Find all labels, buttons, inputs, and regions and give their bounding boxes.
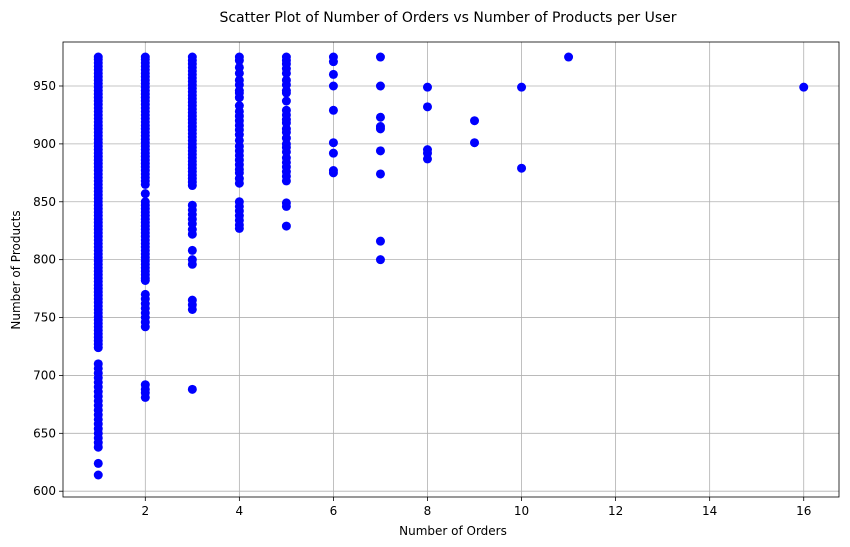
x-tick-label: 4 [236, 504, 244, 518]
data-point [375, 236, 385, 246]
data-point [281, 201, 291, 211]
x-tick-label: 10 [514, 504, 529, 518]
plot-frame [62, 41, 840, 498]
y-tick-label: 650 [33, 426, 56, 440]
data-point [375, 255, 385, 265]
data-point [375, 52, 385, 62]
y-tick-label: 950 [33, 79, 56, 93]
y-tick-label: 800 [33, 253, 56, 267]
data-point [328, 81, 338, 91]
data-point [375, 169, 385, 179]
data-point [281, 96, 291, 106]
data-point [281, 221, 291, 231]
y-tick-label: 900 [33, 137, 56, 151]
data-point [422, 82, 432, 92]
x-tick-label: 6 [330, 504, 338, 518]
data-point [187, 259, 197, 269]
x-tick-label: 12 [608, 504, 623, 518]
data-point [375, 81, 385, 91]
data-point [517, 82, 527, 92]
chart-title: Scatter Plot of Number of Orders vs Numb… [219, 10, 676, 26]
data-point [140, 392, 150, 402]
data-point [140, 275, 150, 285]
data-points [93, 52, 809, 480]
data-point [93, 442, 103, 452]
data-point [328, 105, 338, 115]
data-point [281, 68, 291, 78]
data-point [234, 223, 244, 233]
x-tick-label: 14 [702, 504, 717, 518]
x-tick-label: 8 [424, 504, 432, 518]
data-point [328, 69, 338, 79]
data-point [799, 82, 809, 92]
data-point [517, 163, 527, 173]
grid-lines [63, 42, 839, 497]
data-point [93, 458, 103, 468]
data-point [470, 116, 480, 126]
y-tick-label: 750 [33, 311, 56, 325]
data-point [140, 179, 150, 189]
data-point [187, 245, 197, 255]
data-point [375, 112, 385, 122]
data-point [93, 343, 103, 353]
data-point [281, 176, 291, 186]
data-point [564, 52, 574, 62]
data-point [470, 138, 480, 148]
data-point [234, 178, 244, 188]
y-tick-label: 700 [33, 368, 56, 382]
data-point [187, 181, 197, 191]
y-tick-label: 600 [33, 484, 56, 498]
data-point [328, 57, 338, 67]
data-point [422, 154, 432, 164]
data-point [140, 189, 150, 199]
data-point [281, 88, 291, 98]
data-point [375, 146, 385, 156]
x-axis-label: Number of Orders [399, 524, 507, 538]
data-point [234, 56, 244, 66]
data-point [140, 322, 150, 332]
axis-ticks: 2 4 6 8 10 12 14 16 600 650 700 750 800 850 900 950 [33, 79, 811, 518]
data-point [187, 229, 197, 239]
data-point [328, 148, 338, 158]
data-point [187, 384, 197, 394]
data-point [422, 102, 432, 112]
data-point [328, 138, 338, 148]
x-tick-label: 16 [796, 504, 811, 518]
y-axis-label: Number of Products [9, 210, 23, 329]
x-tick-label: 2 [141, 504, 149, 518]
data-point [375, 124, 385, 134]
data-point [328, 168, 338, 178]
y-tick-label: 850 [33, 195, 56, 209]
data-point [187, 304, 197, 314]
data-point [234, 93, 244, 103]
data-point [93, 470, 103, 480]
data-point [234, 68, 244, 78]
